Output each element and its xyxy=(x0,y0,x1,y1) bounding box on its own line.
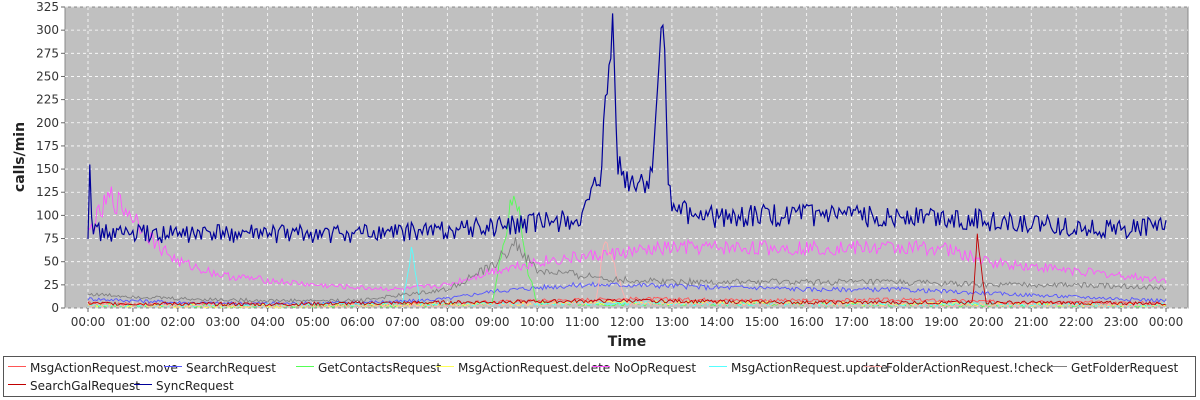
x-tick-label: 14:00 xyxy=(700,315,735,329)
x-tick-label: 20:00 xyxy=(969,315,1004,329)
legend-swatch xyxy=(1049,366,1067,367)
x-tick-label: 05:00 xyxy=(295,315,330,329)
legend-label: NoOpRequest xyxy=(614,361,697,375)
legend-item: MsgActionRequest.update xyxy=(709,361,888,375)
legend-label: MsgActionRequest.update xyxy=(731,361,888,375)
legend-swatch xyxy=(8,384,26,385)
legend-label: SearchGalRequest xyxy=(30,379,140,393)
x-tick-label: 04:00 xyxy=(250,315,285,329)
x-tick-label: 00:00 xyxy=(1149,315,1184,329)
legend-swatch xyxy=(164,366,182,367)
y-tick-label: 125 xyxy=(36,185,59,199)
y-axis-label: calls/min xyxy=(12,122,28,192)
x-tick-label: 08:00 xyxy=(430,315,465,329)
legend-item: GetFolderRequest xyxy=(1049,361,1178,375)
legend-item: MsgActionRequest.move xyxy=(8,361,178,375)
y-tick-label: 275 xyxy=(36,46,59,60)
x-axis-label: Time xyxy=(608,334,646,350)
x-tick-label: 00:00 xyxy=(71,315,106,329)
x-tick-label: 09:00 xyxy=(475,315,510,329)
y-tick-label: 250 xyxy=(36,69,59,83)
legend-item: MsgActionRequest.delete xyxy=(436,361,610,375)
x-tick-label: 17:00 xyxy=(834,315,869,329)
x-tick-label: 06:00 xyxy=(340,315,375,329)
y-tick-label: 150 xyxy=(36,162,59,176)
series-lines xyxy=(87,13,1167,309)
series-line-nooprequest xyxy=(87,186,1167,292)
legend-label: FolderActionRequest.!check xyxy=(886,361,1054,375)
y-tick-label: 75 xyxy=(44,232,59,246)
y-tick-label: 0 xyxy=(51,301,59,315)
y-tick-label: 100 xyxy=(36,208,59,222)
x-tick-label: 01:00 xyxy=(116,315,151,329)
legend-item: NoOpRequest xyxy=(592,361,696,375)
legend-label: MsgActionRequest.delete xyxy=(458,361,611,375)
x-tick-label: 16:00 xyxy=(789,315,824,329)
y-tick-label: 175 xyxy=(36,139,59,153)
legend-swatch xyxy=(8,366,26,367)
legend-item: SearchRequest xyxy=(164,361,276,375)
legend-item: SearchGalRequest xyxy=(8,379,140,393)
legend-label: GetFolderRequest xyxy=(1071,361,1179,375)
axes: 0 25 50 75 100 125 150 175 200 225 250 275 300 325 00:… xyxy=(36,0,1183,329)
x-tick-label: 11:00 xyxy=(565,315,600,329)
series-line-getfolderrequest xyxy=(87,237,1167,304)
legend-item: FolderActionRequest.!check xyxy=(864,361,1053,375)
grid-lines xyxy=(65,6,1188,309)
y-tick-label: 25 xyxy=(44,278,59,292)
x-tick-label: 19:00 xyxy=(924,315,959,329)
x-tick-label: 12:00 xyxy=(610,315,645,329)
x-tick-label: 18:00 xyxy=(879,315,914,329)
x-tick-label: 21:00 xyxy=(1014,315,1049,329)
legend-swatch xyxy=(592,366,610,367)
x-tick-label: 22:00 xyxy=(1059,315,1094,329)
legend-label: SearchRequest xyxy=(186,361,276,375)
legend-item: GetContactsRequest xyxy=(296,361,441,375)
legend-label: GetContactsRequest xyxy=(318,361,442,375)
legend-swatch xyxy=(436,366,454,367)
series-line-syncrequest xyxy=(87,13,1167,244)
x-tick-label: 15:00 xyxy=(744,315,779,329)
x-tick-label: 23:00 xyxy=(1104,315,1139,329)
legend-swatch xyxy=(709,366,727,367)
chart-legend: MsgActionRequest.move SearchRequest GetCon… xyxy=(3,356,1196,397)
legend-label: MsgActionRequest.move xyxy=(30,361,178,375)
legend-swatch xyxy=(296,366,314,367)
legend-item: SyncRequest xyxy=(134,379,234,393)
line-chart: 0 25 50 75 100 125 150 175 200 225 250 275 300 325 00:… xyxy=(12,0,1189,350)
y-tick-label: 300 xyxy=(36,23,59,37)
legend-swatch xyxy=(134,384,152,385)
y-tick-label: 200 xyxy=(36,116,59,130)
y-tick-label: 325 xyxy=(36,0,59,14)
x-tick-label: 13:00 xyxy=(655,315,690,329)
series-line-searchgalrequest xyxy=(87,233,1167,307)
x-tick-label: 03:00 xyxy=(205,315,240,329)
y-tick-label: 50 xyxy=(44,255,59,269)
legend-swatch xyxy=(864,366,882,367)
x-tick-label: 10:00 xyxy=(520,315,555,329)
legend-label: SyncRequest xyxy=(156,379,234,393)
plot-background xyxy=(64,6,1189,309)
x-tick-label: 02:00 xyxy=(161,315,196,329)
x-tick-label: 07:00 xyxy=(385,315,420,329)
y-tick-label: 225 xyxy=(36,93,59,107)
